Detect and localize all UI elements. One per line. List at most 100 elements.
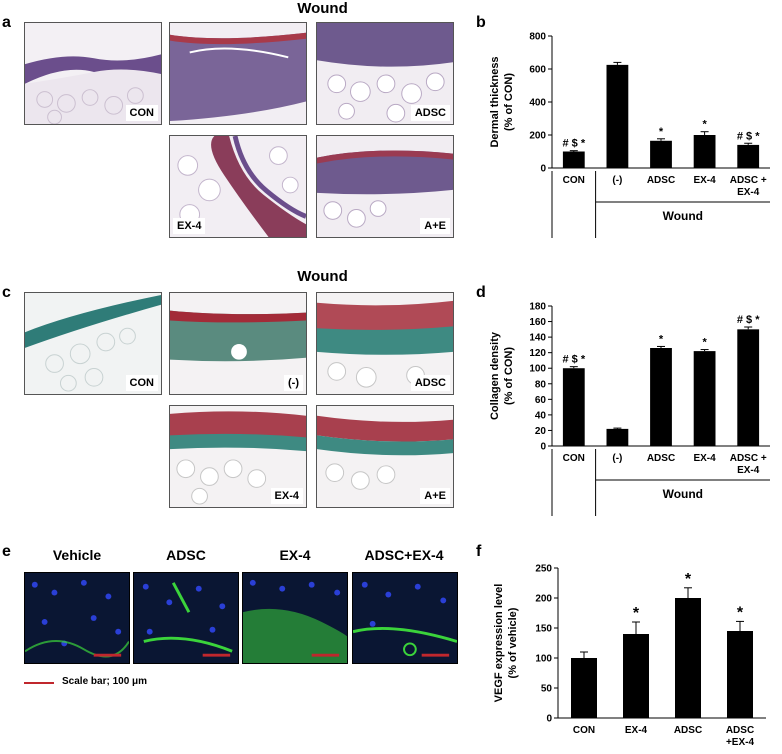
y-tick-label: 400 bbox=[529, 98, 546, 109]
panel-label-b: b bbox=[476, 14, 486, 31]
y-tick-label: 0 bbox=[540, 442, 546, 453]
micrograph-c-con: CON bbox=[24, 292, 162, 395]
scale-bar-label: Scale bar; 100 μm bbox=[62, 676, 148, 687]
significance-marker: * bbox=[685, 571, 692, 588]
significance-marker: # $ * bbox=[562, 138, 585, 150]
panel-label-a: a bbox=[2, 14, 11, 31]
chart-collagen-density: 0 20 40 60 80 100 120 140 160 180 Collagen density… bbox=[489, 302, 770, 516]
y-tick-label: 80 bbox=[535, 379, 547, 390]
panel-label-c: c bbox=[2, 284, 11, 301]
y-tick-label: 200 bbox=[529, 131, 546, 142]
bar bbox=[737, 329, 760, 446]
significance-marker: # $ * bbox=[562, 354, 585, 366]
micrograph-a-con: CON bbox=[24, 22, 162, 125]
y-axis-title: (% of CON) bbox=[503, 347, 515, 405]
y-tick-label: 50 bbox=[541, 684, 553, 695]
y-tick-label: 100 bbox=[535, 654, 552, 665]
x-tick-label: EX-4 bbox=[625, 725, 648, 736]
x-tick-label: EX-4 bbox=[693, 453, 716, 464]
tile-label: EX-4 bbox=[173, 218, 206, 234]
y-tick-label: 20 bbox=[535, 426, 547, 437]
x-tick-label: ADSC bbox=[647, 453, 675, 464]
y-tick-label: 60 bbox=[535, 395, 547, 406]
y-tick-label: 100 bbox=[529, 364, 546, 375]
y-tick-label: 150 bbox=[535, 624, 552, 635]
group-label: Wound bbox=[663, 209, 703, 223]
chart-vegf-expression: 0 50 100 150 200 250 VEGF expression level (% o… bbox=[493, 564, 766, 748]
panel-label-e: e bbox=[2, 543, 11, 560]
y-tick-label: 40 bbox=[535, 410, 547, 421]
x-tick-label: EX-4 bbox=[737, 187, 760, 198]
panel-label-f: f bbox=[476, 543, 482, 560]
micrograph-a-adsc: ADSC bbox=[316, 22, 454, 125]
y-tick-label: 250 bbox=[535, 564, 552, 575]
if-header-adsc: ADSC bbox=[166, 547, 206, 563]
y-axis-title: Dermal thickness bbox=[489, 56, 501, 147]
x-tick-label: CON bbox=[563, 453, 585, 464]
significance-marker: * bbox=[702, 337, 707, 349]
group-label: Wound bbox=[663, 487, 703, 501]
x-tick-label: ADSC bbox=[726, 725, 754, 736]
y-axis-title: VEGF expression level bbox=[493, 584, 505, 703]
significance-marker: * bbox=[659, 333, 664, 345]
y-tick-label: 120 bbox=[529, 348, 546, 359]
tile-label: CON bbox=[125, 105, 158, 121]
significance-marker: # $ * bbox=[737, 130, 760, 142]
x-tick-label: +EX-4 bbox=[726, 737, 755, 748]
if-header-vehicle: Vehicle bbox=[52, 547, 102, 563]
significance-marker: * bbox=[737, 604, 744, 621]
micrograph-c-ex4: EX-4 bbox=[169, 405, 307, 508]
y-tick-label: 200 bbox=[535, 594, 552, 605]
bar bbox=[693, 351, 716, 446]
significance-marker: * bbox=[659, 126, 664, 138]
micrograph-a-neg bbox=[169, 22, 307, 125]
tile-label: ADSC bbox=[410, 375, 450, 391]
micrograph-c-ae: A+E bbox=[316, 405, 454, 508]
panel-a-wound-title: Wound bbox=[297, 0, 348, 17]
bar bbox=[606, 428, 629, 446]
panel-c-wound-title: Wound bbox=[297, 268, 348, 285]
chart-dermal-thickness: 0 200 400 600 800 Dermal thickness (% of CON) #… bbox=[489, 32, 770, 238]
bar bbox=[675, 598, 701, 718]
x-tick-label: CON bbox=[573, 725, 595, 736]
tile-label: EX-4 bbox=[270, 488, 303, 504]
micrograph-c-neg: (-) bbox=[169, 292, 307, 395]
x-tick-label: ADSC bbox=[647, 175, 675, 186]
bar bbox=[693, 135, 716, 168]
x-tick-label: (-) bbox=[612, 175, 622, 186]
tile-label: A+E bbox=[420, 488, 450, 504]
y-axis-title: (% of CON) bbox=[503, 73, 515, 131]
micrograph-a-ex4: EX-4 bbox=[169, 135, 307, 238]
micrograph-a-ae: A+E bbox=[316, 135, 454, 238]
fluorescence-ex4 bbox=[242, 572, 348, 664]
bar bbox=[737, 144, 760, 168]
significance-marker: # $ * bbox=[737, 314, 760, 326]
significance-marker: * bbox=[702, 119, 707, 131]
significance-marker: * bbox=[633, 605, 640, 622]
fluorescence-vehicle bbox=[24, 572, 130, 664]
bar bbox=[623, 634, 649, 718]
y-tick-label: 160 bbox=[529, 317, 546, 328]
y-tick-label: 800 bbox=[529, 32, 546, 43]
x-tick-label: ADSC bbox=[674, 725, 702, 736]
tile-label: A+E bbox=[420, 218, 450, 234]
x-tick-label: ADSC + bbox=[730, 175, 767, 186]
y-tick-label: 0 bbox=[546, 714, 552, 725]
bar bbox=[650, 140, 672, 168]
x-tick-label: (-) bbox=[612, 453, 622, 464]
panel-label-d: d bbox=[476, 284, 486, 301]
x-tick-label: CON bbox=[563, 175, 585, 186]
bar bbox=[727, 631, 753, 718]
scale-bar-line bbox=[24, 682, 54, 684]
fluorescence-adsc bbox=[133, 572, 239, 664]
y-tick-label: 140 bbox=[529, 333, 546, 344]
if-header-ex4: EX-4 bbox=[279, 547, 311, 563]
x-tick-label: EX-4 bbox=[693, 175, 716, 186]
tile-label: (-) bbox=[284, 375, 303, 391]
tile-label: ADSC bbox=[410, 105, 450, 121]
y-tick-label: 600 bbox=[529, 65, 546, 76]
y-axis-title: Collagen density bbox=[489, 331, 501, 420]
x-tick-label: EX-4 bbox=[737, 465, 760, 476]
bar bbox=[562, 151, 585, 168]
y-axis-title: (% of vehicle) bbox=[507, 607, 519, 678]
